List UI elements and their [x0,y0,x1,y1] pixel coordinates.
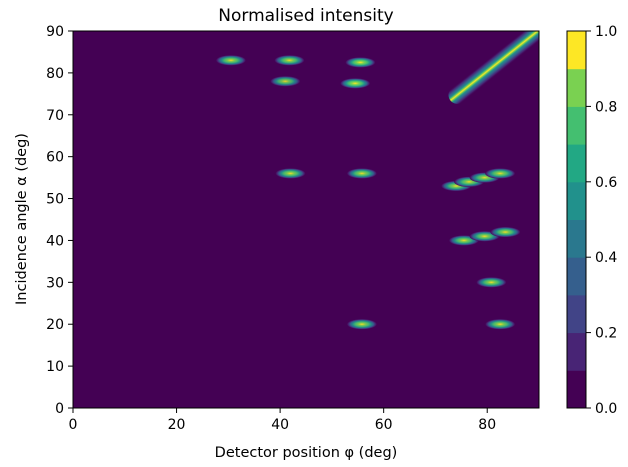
y-tick-label: 90 [46,24,64,40]
intensity-peak [275,168,306,179]
y-tick-label: 30 [46,275,64,291]
y-axis-label: Incidence angle α (deg) [14,133,30,305]
colorbar-level [567,106,586,145]
y-tick-label: 50 [46,192,64,208]
y-tick-label: 40 [46,233,64,249]
heatmap-marks [215,31,539,330]
x-tick-label: 60 [375,417,393,433]
plot-frame [72,30,540,409]
x-tick-label: 80 [478,417,496,433]
intensity-peak [345,57,376,68]
x-tick-label: 0 [69,417,78,433]
diagonal-ridge [448,31,539,104]
colorbar-tick-label: 0.8 [595,99,617,115]
colorbar-tick-label: 0.0 [595,401,617,417]
y-tick-label: 10 [46,359,64,375]
colorbar-level [567,370,586,409]
y-tick-label: 80 [46,66,64,82]
intensity-peak [270,76,301,87]
intensity-peak [215,55,246,66]
colorbar: 0.0 0.2 0.4 0.6 0.8 1.0 [566,24,617,417]
colorbar-levels [567,31,586,409]
colorbar-level [567,294,586,334]
intensity-peak [485,168,516,179]
y-tick-label: 60 [46,150,64,166]
x-tick-label: 20 [168,417,186,433]
colorbar-ticks: 0.0 0.2 0.4 0.6 0.8 1.0 [586,24,617,417]
y-tick-label: 70 [46,108,64,124]
colorbar-level [567,68,586,107]
chart-title: Normalised intensity [218,6,393,26]
intensity-peak [274,55,305,66]
intensity-peak [485,319,516,330]
colorbar-level [567,31,586,70]
intensity-peak [340,78,371,89]
colorbar-tick-label: 0.2 [595,326,617,342]
colorbar-level [567,332,586,371]
y-axis: 0 10 20 30 40 50 60 70 80 90 [46,24,73,417]
x-axis: 0 20 40 60 80 [69,408,496,433]
plot-area [72,30,540,409]
intensity-peak [346,168,377,179]
x-axis-label: Detector position φ (deg) [215,445,398,461]
colorbar-tick-label: 0.6 [595,175,617,191]
intensity-peak [476,277,507,288]
colorbar-level [567,144,586,183]
colorbar-tick-label: 0.4 [595,250,617,266]
y-tick-label: 20 [46,317,64,333]
y-tick-label: 0 [55,401,64,417]
intensity-peak [346,319,377,330]
colorbar-level [567,257,586,296]
intensity-peak [490,226,521,238]
x-tick-label: 40 [271,417,289,433]
colorbar-level [567,181,586,220]
colorbar-level [567,219,586,258]
colorbar-frame [566,30,587,409]
colorbar-tick-label: 1.0 [595,24,617,40]
